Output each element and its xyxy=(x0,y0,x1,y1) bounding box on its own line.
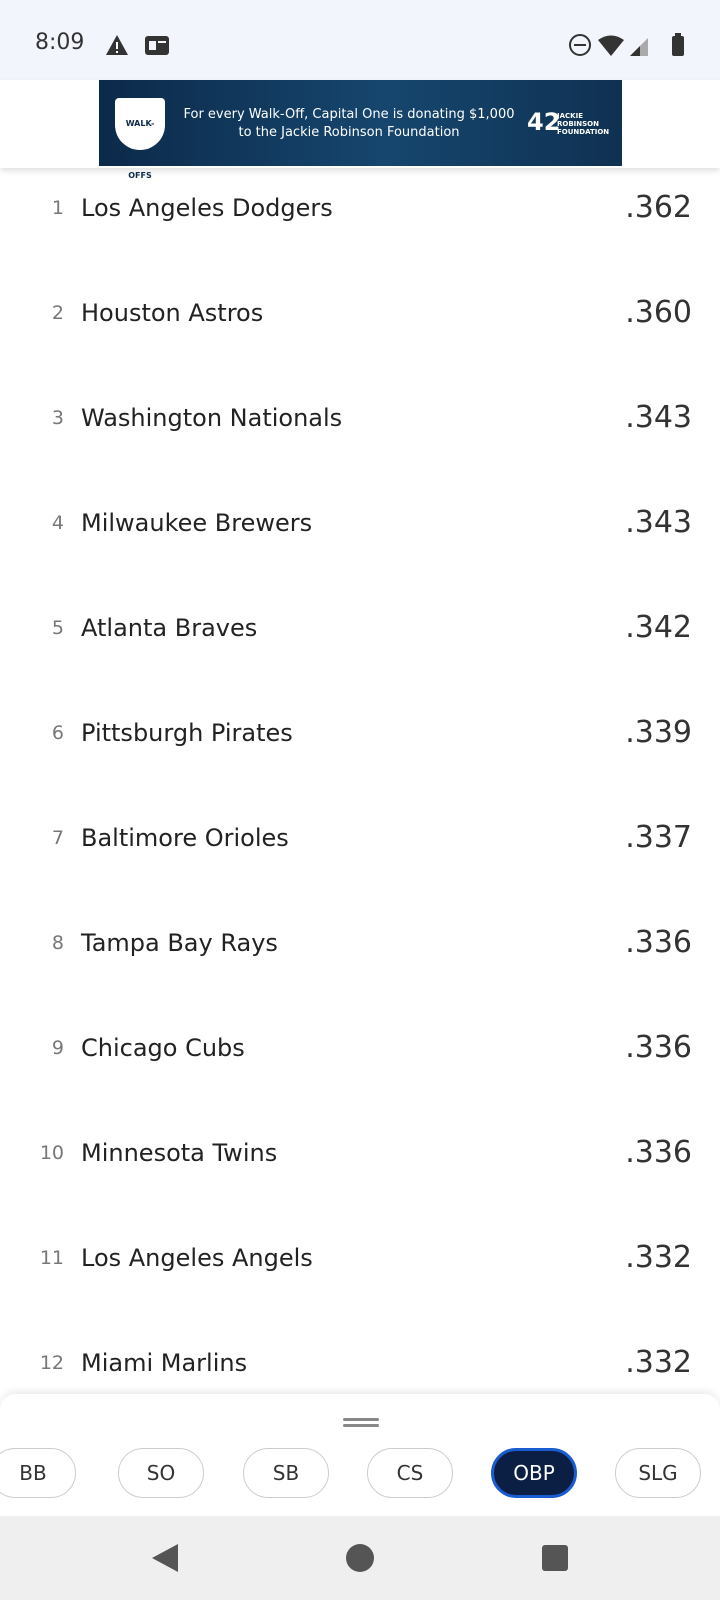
stat-value: .336 xyxy=(625,1135,692,1170)
team-row[interactable]: 12 Miami Marlins .332 xyxy=(0,1312,720,1417)
rank: 7 xyxy=(51,827,64,849)
team-row[interactable]: 11 Los Angeles Angels .332 xyxy=(0,1207,720,1312)
nav-buttons xyxy=(152,1544,568,1572)
stat-value: .360 xyxy=(625,295,692,330)
team-row[interactable]: 5 Atlanta Braves .342 xyxy=(0,577,720,682)
stat-value: .336 xyxy=(625,925,692,960)
nav-bar xyxy=(0,1516,720,1600)
home-button[interactable] xyxy=(346,1544,374,1572)
stat-tab[interactable]: OBP xyxy=(491,1448,577,1498)
team-name: Minnesota Twins xyxy=(81,1139,278,1167)
drag-handle[interactable] xyxy=(343,1418,379,1421)
stat-value: .343 xyxy=(625,400,692,435)
team-row[interactable]: 2 Houston Astros .360 xyxy=(0,262,720,367)
ad-text: to the Jackie Robinson Foundation xyxy=(238,125,460,140)
team-name: Los Angeles Dodgers xyxy=(81,194,333,222)
ad-logo: WALK-OFFS xyxy=(115,98,165,180)
rank: 5 xyxy=(51,617,64,639)
stat-value: .336 xyxy=(625,1030,692,1065)
stat-value: .337 xyxy=(625,820,692,855)
rank: 11 xyxy=(39,1247,64,1269)
team-name: Pittsburgh Pirates xyxy=(81,719,293,747)
team-name: Houston Astros xyxy=(81,299,264,327)
stat-tab[interactable]: SB xyxy=(243,1448,329,1498)
stat-tab[interactable]: CS xyxy=(367,1448,453,1498)
back-button[interactable] xyxy=(152,1544,178,1572)
team-row[interactable]: 8 Tampa Bay Rays .336 xyxy=(0,892,720,997)
recents-button[interactable] xyxy=(542,1545,568,1571)
rank: 3 xyxy=(51,407,64,429)
team-name: Miami Marlins xyxy=(81,1349,248,1377)
team-row[interactable]: 7 Baltimore Orioles .337 xyxy=(0,787,720,892)
ad-banner[interactable]: WALK-OFFS For every Walk-Off, Capital On… xyxy=(99,80,622,180)
stat-tab[interactable]: SO xyxy=(118,1448,204,1498)
team-row[interactable]: 6 Pittsburgh Pirates .339 xyxy=(0,682,720,787)
stat-value: .362 xyxy=(625,190,692,225)
team-name: Atlanta Braves xyxy=(81,614,258,642)
team-name: Los Angeles Angels xyxy=(81,1244,313,1272)
rank: 4 xyxy=(51,512,64,534)
team-row[interactable]: 10 Minnesota Twins .336 xyxy=(0,1102,720,1207)
header: WALK-OFFS For every Walk-Off, Capital On… xyxy=(0,80,720,180)
rank: 10 xyxy=(39,1142,64,1164)
team-name: Tampa Bay Rays xyxy=(81,929,278,957)
stat-tab[interactable]: SLG xyxy=(615,1448,701,1498)
ad-text: For every Walk-Off, Capital One is donat… xyxy=(183,107,515,122)
team-row[interactable]: 4 Milwaukee Brewers .343 xyxy=(0,472,720,577)
rank: 6 xyxy=(51,722,64,744)
rank: 1 xyxy=(51,197,64,219)
stat-value: .342 xyxy=(625,610,692,645)
notification-icons xyxy=(106,35,169,55)
team-name: Baltimore Orioles xyxy=(81,824,289,852)
team-row[interactable]: 3 Washington Nationals .343 xyxy=(0,367,720,472)
stat-picker: BB SO SB CS OBP SLG xyxy=(0,1394,720,1516)
team-name: Chicago Cubs xyxy=(81,1034,245,1062)
stat-tab[interactable]: BB xyxy=(0,1448,76,1498)
stat-value: .332 xyxy=(625,1240,692,1275)
ad-logo-text: JACKIE ROBINSON FOUNDATION xyxy=(557,112,610,136)
rank: 2 xyxy=(51,302,64,324)
team-name: Washington Nationals xyxy=(81,404,343,432)
rank: 8 xyxy=(51,932,64,954)
drag-handle xyxy=(343,1424,379,1427)
rank: 12 xyxy=(39,1352,64,1374)
stat-value: .339 xyxy=(625,715,692,750)
team-row[interactable]: 1 Los Angeles Dodgers .362 xyxy=(0,157,720,262)
stat-value: .343 xyxy=(625,505,692,540)
stat-value: .332 xyxy=(625,1345,692,1380)
team-name: Milwaukee Brewers xyxy=(81,509,313,537)
ad-logo-number: 42 xyxy=(527,108,561,136)
clock: 8:09 xyxy=(35,30,85,55)
team-row[interactable]: 9 Chicago Cubs .336 xyxy=(0,997,720,1102)
system-icons xyxy=(569,33,684,56)
rank: 9 xyxy=(51,1037,64,1059)
status-bar: 8:09 xyxy=(0,0,720,80)
